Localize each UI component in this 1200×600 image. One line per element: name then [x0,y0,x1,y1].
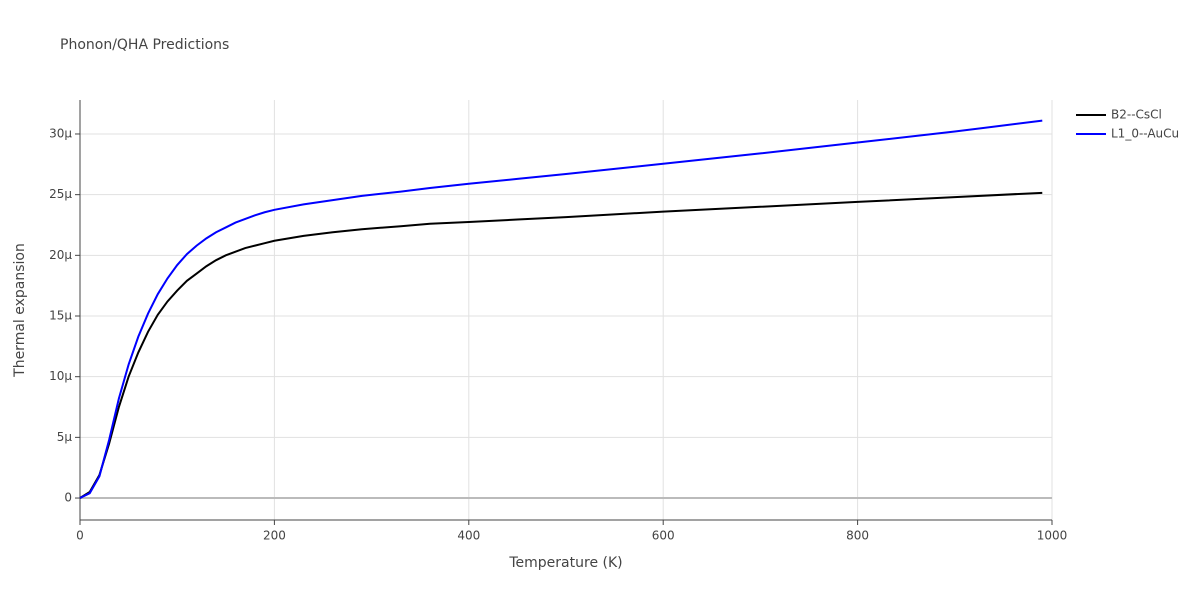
x-axis-title: Temperature (K) [508,555,622,571]
legend-label: L1_0--AuCu [1111,127,1179,141]
x-tick-label: 0 [76,529,84,543]
x-tick-label: 1000 [1037,529,1068,543]
line [79,191,1043,499]
line [79,119,1043,499]
y-tick-label: 5μ [57,430,73,444]
y-tick-label: 20μ [49,248,72,262]
y-axis-title: Thermal expansion [12,243,28,378]
x-tick-label: 200 [263,529,286,543]
x-tick-label: 400 [457,529,480,543]
y-tick-label: 0 [64,491,72,505]
x-tick-label: 800 [846,529,869,543]
y-tick-label: 25μ [49,187,72,201]
chart-title: Phonon/QHA Predictions [60,37,229,53]
legend-label: B2--CsCl [1111,108,1162,122]
x-tick-label: 600 [652,529,675,543]
y-tick-label: 30μ [49,126,72,140]
y-tick-label: 15μ [49,309,72,323]
y-tick-label: 10μ [49,369,72,383]
